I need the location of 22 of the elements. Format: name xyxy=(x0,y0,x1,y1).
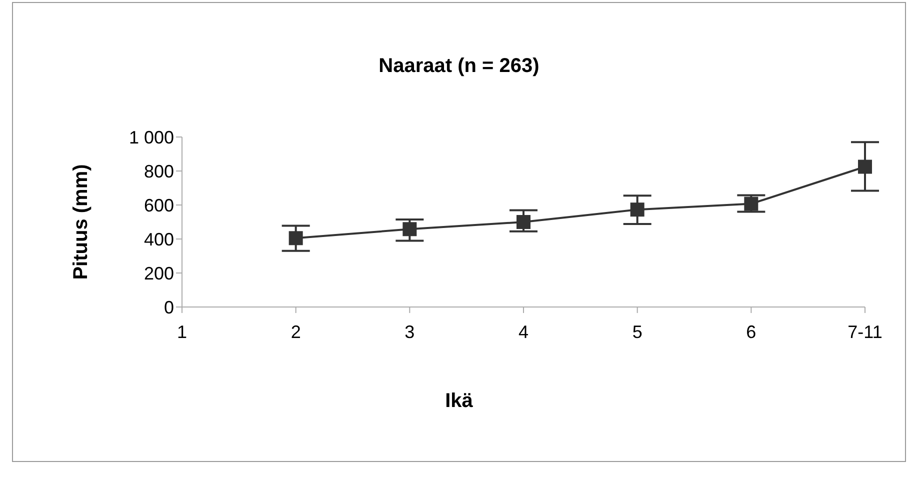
point xyxy=(744,196,758,211)
chart-title: Naaraat (n = 263) xyxy=(378,55,540,78)
x-tick-label: 2 xyxy=(290,322,301,342)
x-tick-label: 4 xyxy=(518,322,529,342)
point xyxy=(288,231,303,246)
x-tick-label: 6 xyxy=(746,322,756,342)
point xyxy=(630,202,644,217)
x-tick-label: 3 xyxy=(404,322,415,342)
y-axis-title: Pituus (mm) xyxy=(70,164,92,280)
point xyxy=(516,215,530,229)
y-tick-label: 600 xyxy=(144,195,174,216)
y-tick-label: 1 000 xyxy=(128,127,174,148)
y-tick-label: 400 xyxy=(144,229,174,250)
y-tick-label: 0 xyxy=(164,297,174,318)
x-tick-label: 1 xyxy=(176,322,188,342)
y-tick-label: 800 xyxy=(144,161,174,182)
point xyxy=(858,160,872,174)
x-axis-title: Ikä xyxy=(444,390,474,413)
x-tick-label: 7-11 xyxy=(848,322,882,342)
point xyxy=(402,222,417,236)
x-tick-label: 5 xyxy=(632,322,642,342)
y-tick-label: 200 xyxy=(144,263,174,284)
